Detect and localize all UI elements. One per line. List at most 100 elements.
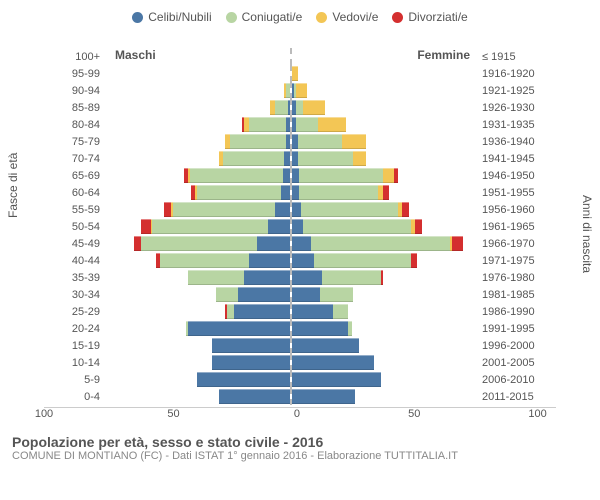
legend-swatch (392, 12, 403, 23)
bar-segment (411, 253, 417, 268)
left-axis-title: Fasce di età (6, 153, 20, 218)
age-row: 60-64 1951-1955 (60, 184, 540, 201)
female-side (292, 219, 478, 234)
bar-segment (268, 219, 290, 234)
bar-segment (322, 270, 382, 285)
age-row: 80-841931-1935 (60, 116, 540, 133)
age-row: 55-59 1956-1960 (60, 201, 540, 218)
bar-segment (141, 219, 150, 234)
age-row: 15-191996-2000 (60, 337, 540, 354)
female-side (292, 117, 478, 132)
legend-item: Coniugati/e (226, 10, 303, 24)
legend-swatch (226, 12, 237, 23)
age-row: 45-49 1966-1970 (60, 235, 540, 252)
bar-segment (311, 236, 451, 251)
bar-segment (284, 151, 290, 166)
age-label: 45-49 (60, 238, 104, 250)
age-row: 0-42011-2015 (60, 388, 540, 405)
birth-label: 1946-1950 (478, 170, 540, 182)
bar-segment (383, 185, 389, 200)
male-side (104, 185, 290, 200)
male-side (104, 117, 290, 132)
bar-segment (292, 66, 298, 81)
age-label: 5-9 (60, 374, 104, 386)
bar-segment (333, 304, 348, 319)
bar-segment (353, 151, 366, 166)
age-label: 55-59 (60, 204, 104, 216)
age-label: 85-89 (60, 102, 104, 114)
bar-segment (292, 253, 314, 268)
bar-segment (292, 270, 322, 285)
age-row: 95-991916-1920 (60, 65, 540, 82)
bar-segment (212, 338, 290, 353)
bar-segment (173, 202, 275, 217)
birth-label: 1951-1955 (478, 187, 540, 199)
bar-segment (160, 253, 249, 268)
footer-subtitle: COMUNE DI MONTIANO (FC) - Dati ISTAT 1° … (12, 450, 588, 462)
bar-segment (286, 83, 290, 98)
bar-segment (348, 321, 352, 336)
male-side (104, 168, 290, 183)
birth-label: 1926-1930 (478, 102, 540, 114)
bar-segment (320, 287, 353, 302)
bar-segment (296, 83, 307, 98)
bar-segment (452, 236, 463, 251)
male-side (104, 270, 290, 285)
bar-segment (292, 287, 320, 302)
x-tick: 50 (167, 408, 179, 430)
footer-title: Popolazione per età, sesso e stato civil… (12, 434, 588, 450)
age-row: 35-391976-1980 (60, 269, 540, 286)
bar-segment (286, 134, 290, 149)
age-row: 10-142001-2005 (60, 354, 540, 371)
x-axis: 10050050100 (44, 407, 556, 430)
female-side (292, 321, 478, 336)
birth-label: 1966-1970 (478, 238, 540, 250)
bar-segment (402, 202, 409, 217)
birth-label: 1981-1985 (478, 289, 540, 301)
bar-segment (292, 321, 348, 336)
age-row: 40-441971-1975 (60, 252, 540, 269)
female-side (292, 185, 478, 200)
bar-segment (244, 270, 291, 285)
bar-segment (197, 185, 281, 200)
male-side (104, 304, 290, 319)
birth-label: 1956-1960 (478, 204, 540, 216)
bar-segment (249, 117, 286, 132)
bar-segment (292, 338, 359, 353)
bar-segment (238, 287, 290, 302)
bar-segment (292, 219, 303, 234)
male-side (104, 49, 290, 64)
bar-segment (301, 202, 398, 217)
age-row: 5-92006-2010 (60, 371, 540, 388)
age-row: 90-941921-1925 (60, 82, 540, 99)
bar-segment (141, 236, 256, 251)
bar-segment (318, 117, 346, 132)
age-row: 65-69 1946-1950 (60, 167, 540, 184)
age-label: 80-84 (60, 119, 104, 131)
birth-label: ≤ 1915 (478, 51, 540, 63)
bar-segment (134, 236, 141, 251)
bar-segment (288, 100, 290, 115)
male-side (104, 338, 290, 353)
bar-segment (292, 202, 301, 217)
female-side (292, 389, 478, 404)
bar-segment (342, 134, 366, 149)
female-side (292, 338, 478, 353)
age-label: 95-99 (60, 68, 104, 80)
age-label: 60-64 (60, 187, 104, 199)
bar-segment (303, 100, 325, 115)
birth-label: 1936-1940 (478, 136, 540, 148)
age-label: 65-69 (60, 170, 104, 182)
age-label: 50-54 (60, 221, 104, 233)
legend-swatch (132, 12, 143, 23)
female-side (292, 355, 478, 370)
bar-segment (286, 117, 290, 132)
bar-segment (275, 100, 288, 115)
male-side (104, 389, 290, 404)
bar-segment (223, 151, 284, 166)
age-row: 25-291986-1990 (60, 303, 540, 320)
male-side (104, 134, 290, 149)
bar-segment (298, 151, 354, 166)
male-side (104, 253, 290, 268)
bar-segment (299, 168, 383, 183)
